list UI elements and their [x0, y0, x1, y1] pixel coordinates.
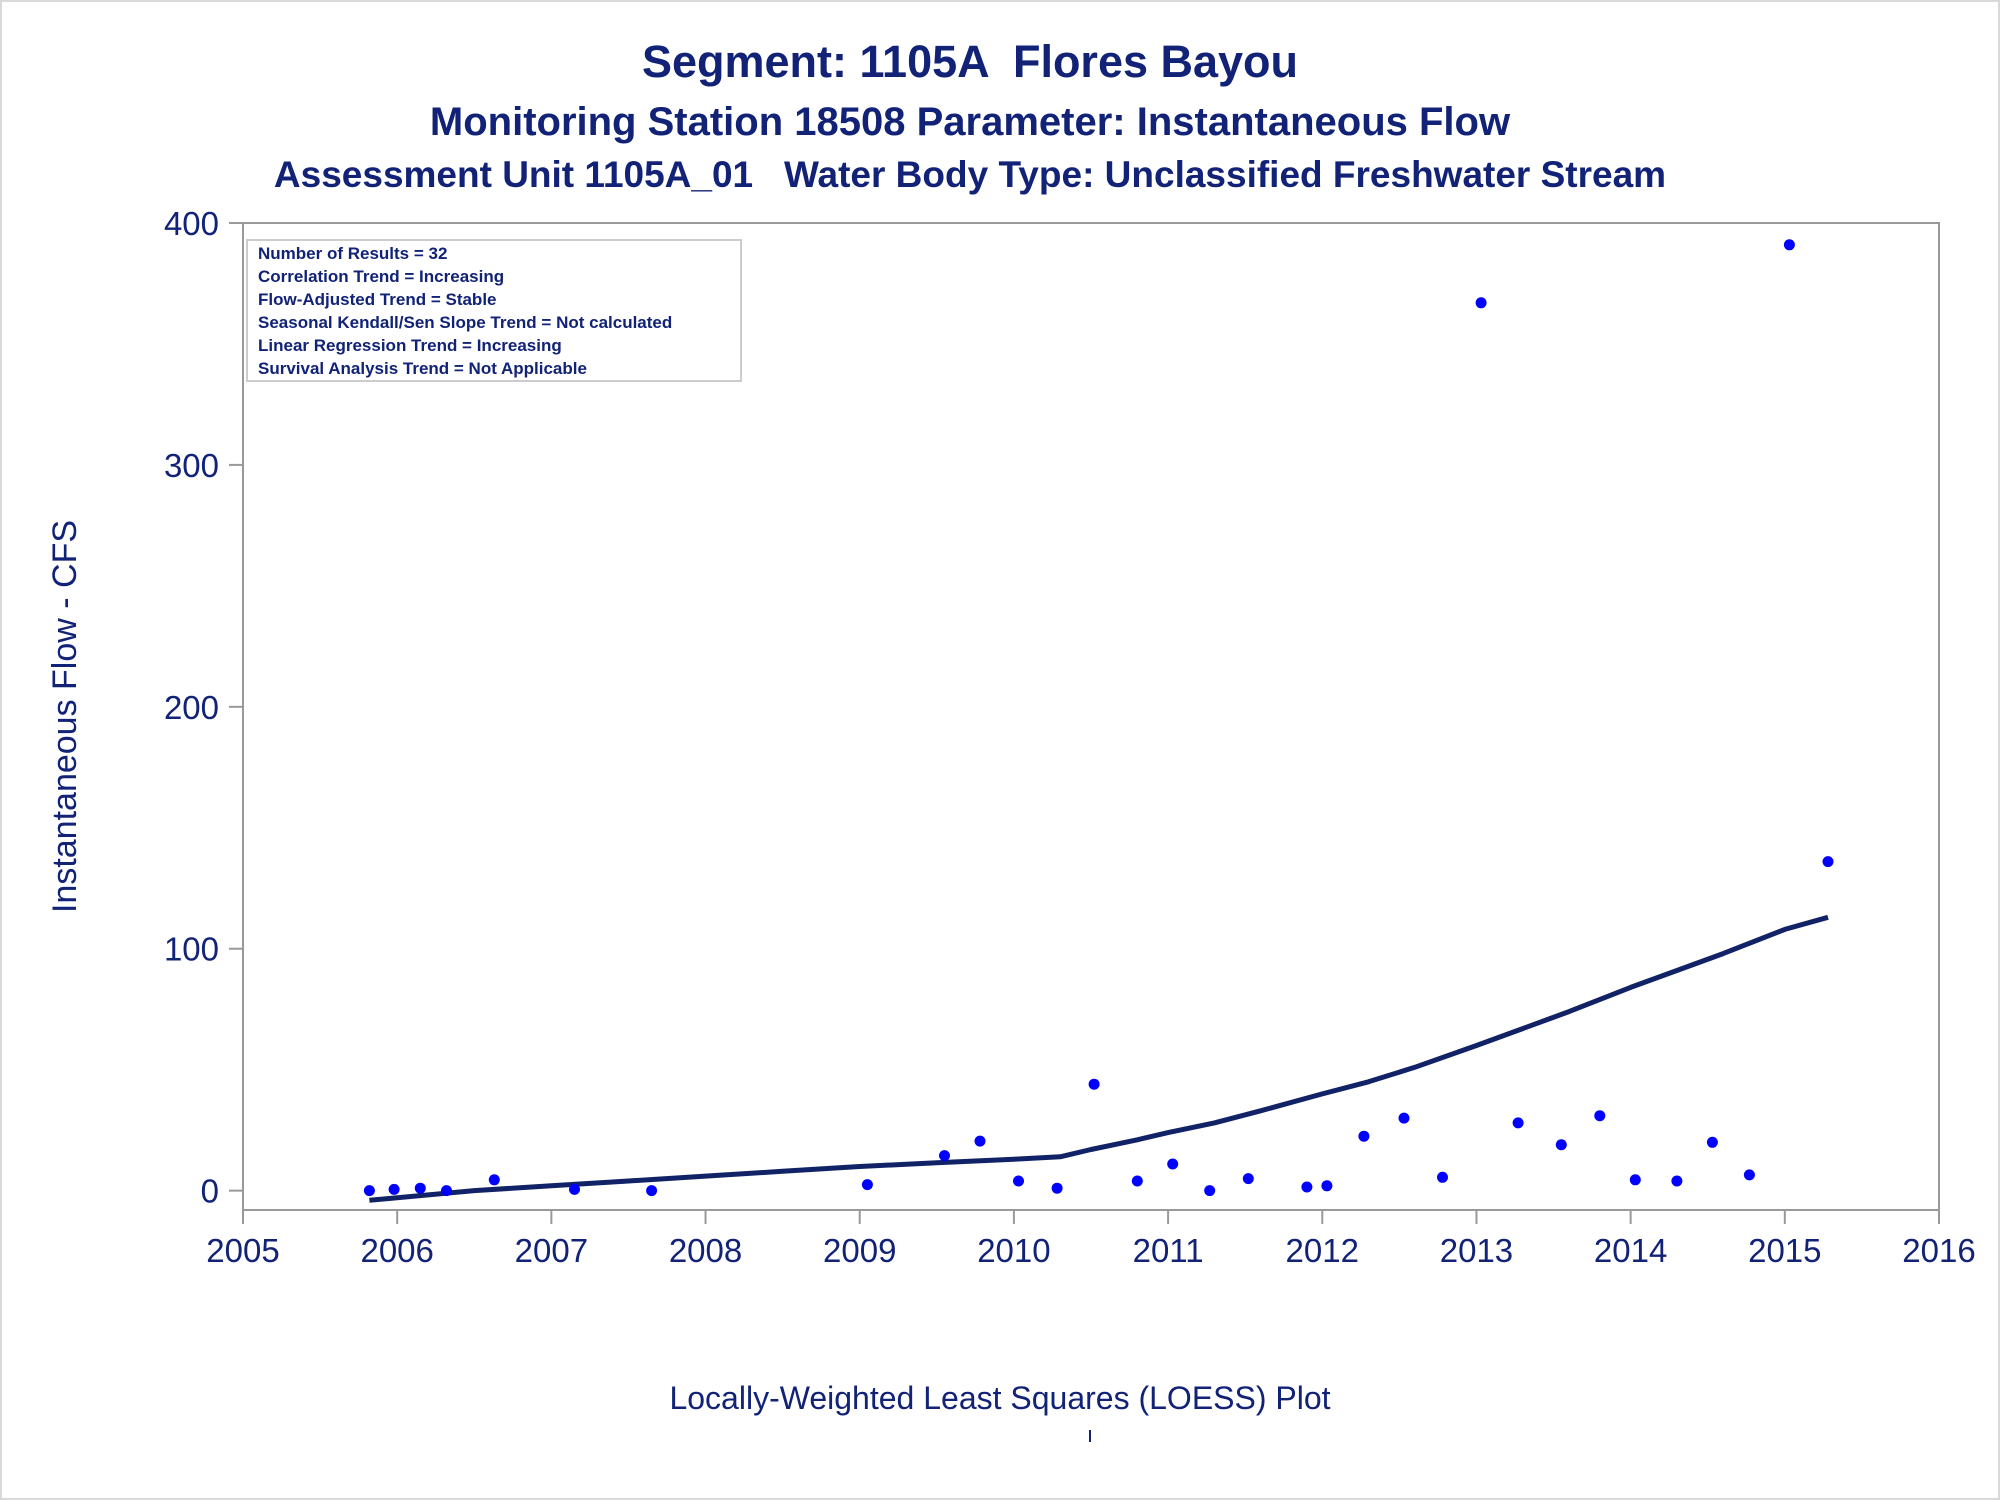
data-point-16 — [1204, 1185, 1216, 1197]
x-tick-label-2005: 2005 — [206, 1232, 279, 1269]
stats-box-border — [246, 239, 742, 382]
data-point-22 — [1437, 1171, 1448, 1183]
data-point-32 — [1822, 856, 1834, 868]
data-point-21 — [1398, 1112, 1410, 1124]
data-point-30 — [1743, 1169, 1755, 1181]
x-tick-label-2014: 2014 — [1594, 1232, 1667, 1269]
x-tick-label-2008: 2008 — [669, 1232, 742, 1269]
data-point-2 — [388, 1183, 400, 1195]
data-point-4 — [441, 1185, 452, 1197]
chart-title: Segment: 1105A Flores Bayou — [641, 36, 1299, 87]
data-point-3 — [414, 1182, 426, 1194]
data-point-1 — [363, 1185, 375, 1197]
data-point-7 — [646, 1185, 658, 1197]
y-tick-label-300: 300 — [164, 447, 219, 484]
data-point-14 — [1131, 1175, 1143, 1187]
y-axis-label: Instantaneous Flow - CFS — [46, 520, 84, 913]
data-point-5 — [488, 1174, 500, 1186]
x-tick-label-2011: 2011 — [1133, 1232, 1204, 1269]
y-tick-label-100: 100 — [164, 931, 219, 968]
footnote-tick-mark — [1089, 1430, 1091, 1442]
data-point-29 — [1706, 1136, 1718, 1148]
plot-area — [242, 222, 1940, 1211]
x-tick-label-2006: 2006 — [360, 1232, 433, 1269]
data-point-6 — [569, 1183, 580, 1195]
data-point-24 — [1512, 1117, 1524, 1129]
x-axis: 2005 2006 2007 2008 2009 2010 2011 2012 2013 2014… — [206, 1210, 1976, 1269]
data-point-9 — [939, 1150, 950, 1162]
chart-subtitle-station: Monitoring Station 18508 Parameter: Inst… — [429, 100, 1511, 144]
stats-linear-regression-trend: Linear Regression Trend = Increasing — [258, 336, 562, 355]
stats-seasonal-kendall-trend: Seasonal Kendall/Sen Slope Trend = Not c… — [258, 313, 672, 332]
x-tick-label-2013: 2013 — [1440, 1232, 1513, 1269]
data-point-13 — [1088, 1078, 1100, 1090]
data-point-23 — [1475, 297, 1487, 309]
data-point-17 — [1242, 1173, 1254, 1185]
stats-correlation-trend: Correlation Trend = Increasing — [258, 267, 504, 286]
data-point-20 — [1358, 1130, 1370, 1142]
loess-layer — [369, 914, 1829, 1203]
data-point-26 — [1594, 1110, 1606, 1122]
data-point-19 — [1321, 1180, 1333, 1192]
x-tick-label-2010: 2010 — [977, 1232, 1050, 1269]
data-point-15 — [1167, 1158, 1179, 1170]
data-point-8 — [861, 1179, 873, 1191]
stats-survival-analysis-trend: Survival Analysis Trend = Not Applicable — [258, 359, 587, 378]
data-point-28 — [1671, 1175, 1683, 1187]
x-tick-label-2016: 2016 — [1902, 1232, 1975, 1269]
y-tick-label-0: 0 — [201, 1173, 219, 1210]
data-point-11 — [1013, 1175, 1024, 1187]
data-point-10 — [974, 1135, 986, 1147]
x-tick-label-2007: 2007 — [515, 1232, 588, 1269]
x-tick-label-2009: 2009 — [823, 1232, 896, 1269]
loess-trend-line — [369, 914, 1829, 1203]
data-point-18 — [1301, 1181, 1313, 1193]
data-point-12 — [1051, 1182, 1063, 1194]
y-tick-label-200: 200 — [164, 689, 219, 726]
stats-legend-box: Number of Results = 32 Correlation Trend… — [246, 239, 742, 382]
stats-flow-adjusted-trend: Flow-Adjusted Trend = Stable — [258, 290, 497, 309]
y-axis: 0 100 200 300 400 — [164, 205, 243, 1210]
x-tick-label-2015: 2015 — [1748, 1232, 1821, 1269]
chart-subtitle-assessment: Assessment Unit 1105A_01 Water Body Type… — [273, 154, 1667, 195]
x-tick-label-2012: 2012 — [1286, 1232, 1359, 1269]
data-point-25 — [1555, 1139, 1567, 1151]
stats-number-of-results: Number of Results = 32 — [258, 244, 447, 263]
y-tick-label-400: 400 — [164, 205, 219, 242]
points-layer — [363, 239, 1834, 1197]
chart-footnote: Locally-Weighted Least Squares (LOESS) P… — [669, 1380, 1331, 1416]
data-point-27 — [1629, 1174, 1641, 1186]
data-point-31 — [1783, 239, 1795, 251]
